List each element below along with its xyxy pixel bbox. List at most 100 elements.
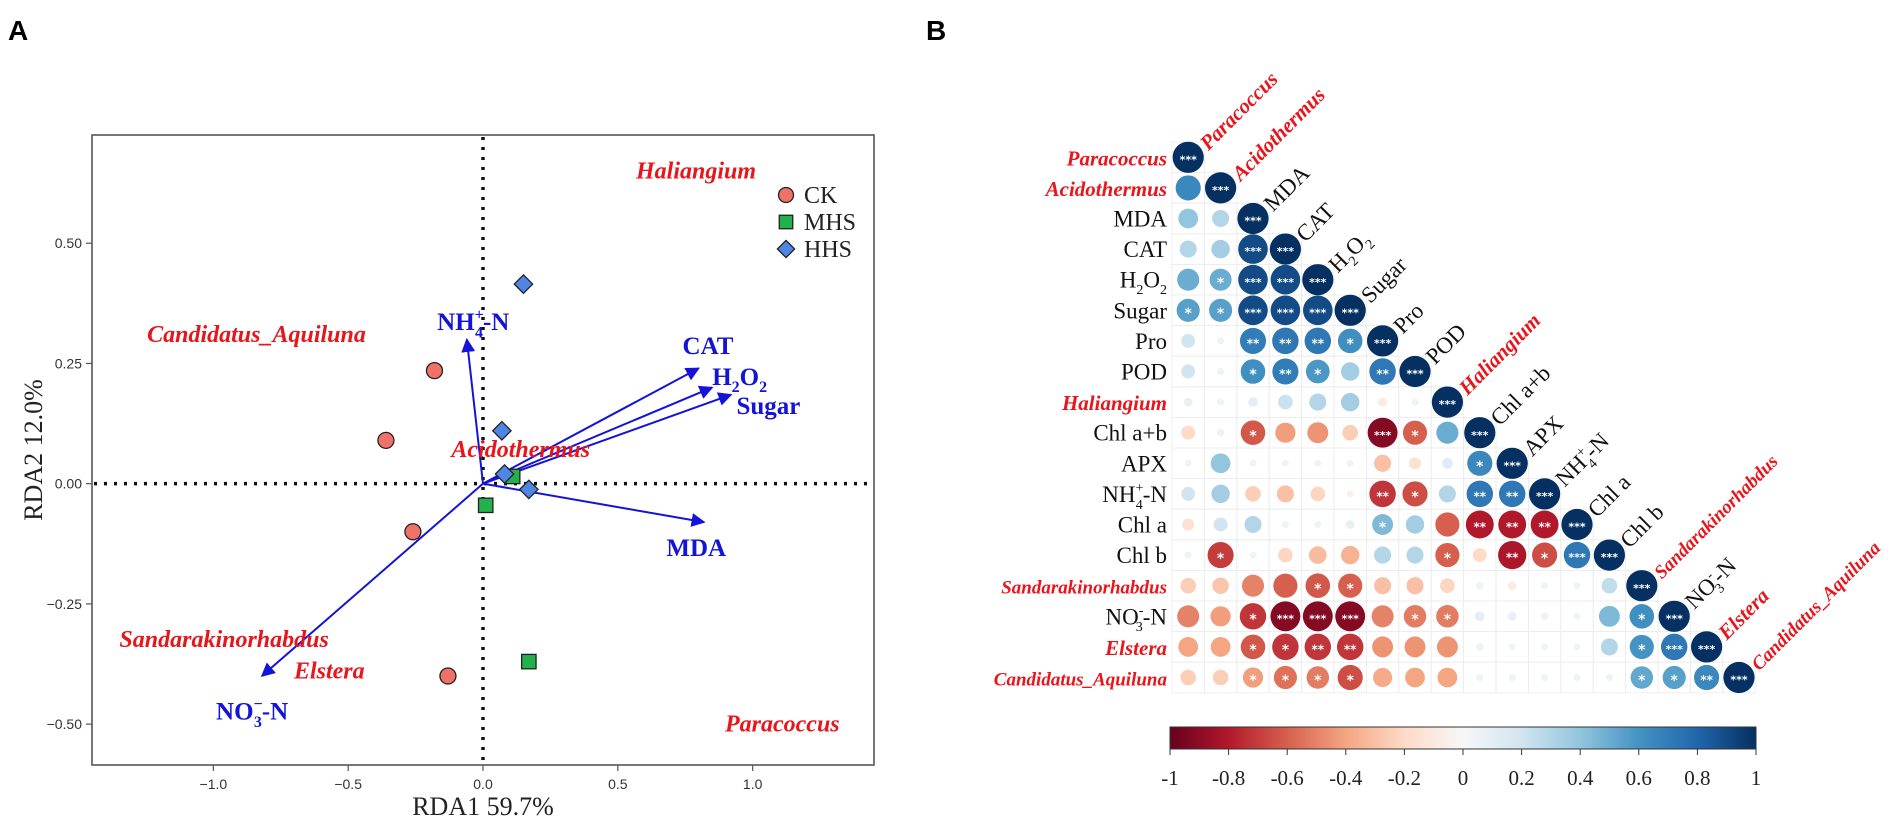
colorbar-tick-label: 0.8 xyxy=(1684,766,1710,790)
significance-stars: *** xyxy=(1374,429,1392,442)
significance-stars: *** xyxy=(1504,459,1522,472)
corr-circle xyxy=(1431,386,1463,418)
corr-circle xyxy=(1337,664,1363,691)
corr-circle xyxy=(1573,674,1581,681)
corr-circle xyxy=(1272,633,1299,661)
corr-circle xyxy=(1178,208,1199,229)
corr-circle xyxy=(1605,674,1613,681)
corr-circle xyxy=(1411,398,1419,406)
corr-circle xyxy=(1178,637,1199,657)
significance-stars: *** xyxy=(1698,643,1716,656)
corr-circle xyxy=(1508,674,1516,681)
corr-circle xyxy=(1212,577,1229,594)
significance-stars: *** xyxy=(1277,306,1295,319)
corr-circle xyxy=(1573,612,1581,620)
corr-circle xyxy=(1507,611,1517,621)
row-label-pro: Pro xyxy=(1135,329,1167,354)
significance-stars: *** xyxy=(1601,551,1619,564)
corr-circle xyxy=(1404,636,1426,658)
row-label-chl-a-b: Chl a+b xyxy=(1093,421,1167,446)
corr-circle xyxy=(1239,603,1267,630)
significance-stars: *** xyxy=(1568,521,1586,534)
corr-circle xyxy=(1249,551,1257,559)
corr-circle xyxy=(1242,667,1264,688)
corr-circle xyxy=(1630,666,1654,689)
colorbar-tick-label: 0 xyxy=(1458,766,1469,790)
significance-stars: * xyxy=(1217,306,1225,322)
colorbar-tick-label: 0.4 xyxy=(1567,766,1594,790)
corr-circle xyxy=(1181,486,1196,501)
vector-arrow-h2o2 xyxy=(482,385,714,485)
significance-stars: *** xyxy=(1471,429,1489,442)
corr-circle xyxy=(1181,425,1196,440)
corr-circle xyxy=(1541,582,1549,590)
significance-stars: *** xyxy=(1633,582,1651,595)
significance-stars: ** xyxy=(1700,673,1713,687)
diag-label-cat: CAT xyxy=(1291,198,1339,246)
significance-stars: *** xyxy=(1212,184,1230,197)
corr-circle xyxy=(1694,664,1720,691)
colorbar xyxy=(1169,726,1757,750)
corr-circle xyxy=(1248,397,1258,408)
corr-circle xyxy=(1182,518,1195,531)
corr-circle xyxy=(1346,490,1354,498)
corr-circle xyxy=(1372,636,1394,658)
vector-label-h2o2: H2O2 xyxy=(712,364,767,396)
corr-circle xyxy=(1563,541,1591,569)
significance-stars: * xyxy=(1314,367,1322,383)
significance-stars: *** xyxy=(1406,368,1424,381)
corr-circle xyxy=(1532,542,1558,568)
corr-circle xyxy=(1273,665,1297,690)
significance-stars: *** xyxy=(1244,245,1262,258)
diag-label-h2o2: H2O2 xyxy=(1324,226,1379,281)
corr-circle xyxy=(1212,209,1230,228)
corr-circle xyxy=(1573,582,1581,590)
significance-stars: *** xyxy=(1342,306,1360,319)
x-tick-label: −1.0 xyxy=(200,776,228,792)
significance-stars: * xyxy=(1444,612,1452,628)
corr-circle xyxy=(1498,540,1527,570)
taxon-label-haliangium: Haliangium xyxy=(635,158,756,184)
corr-circle xyxy=(1278,547,1293,563)
corr-circle xyxy=(1278,394,1293,410)
corr-circle xyxy=(1601,577,1618,594)
significance-stars: * xyxy=(1411,428,1419,444)
panel-b-letter: B xyxy=(926,15,946,46)
point-hhs xyxy=(494,463,515,485)
corr-circle xyxy=(1435,543,1460,568)
legend-label-ck: CK xyxy=(804,183,838,209)
corr-circle xyxy=(1475,643,1484,651)
corr-circle xyxy=(1369,358,1396,385)
vector-label-nh4-n: NH+ 4-N xyxy=(437,306,509,341)
corr-circle xyxy=(1335,601,1366,632)
corr-circle xyxy=(1334,294,1366,326)
point-mhs xyxy=(520,653,537,670)
significance-stars: * xyxy=(1379,520,1387,536)
significance-stars: * xyxy=(1314,673,1322,689)
significance-stars: * xyxy=(1671,673,1679,689)
significance-stars: *** xyxy=(1374,337,1392,350)
corr-circle xyxy=(1269,233,1301,265)
corr-circle xyxy=(1529,478,1561,510)
row-label-candidatus-aquiluna: Candidatus_Aquiluna xyxy=(994,670,1168,691)
vector-label-no3-n: NO− 3-N xyxy=(216,696,288,731)
corr-circle xyxy=(1573,643,1581,651)
significance-stars: ** xyxy=(1247,337,1260,351)
significance-stars: *** xyxy=(1730,674,1748,687)
corr-circle xyxy=(1305,573,1331,598)
corr-circle xyxy=(1436,605,1459,628)
rda-y-axis-title: RDA2 12.0% xyxy=(19,379,48,521)
rda-points xyxy=(377,273,539,685)
significance-stars: *** xyxy=(1536,490,1554,503)
colorbar-tick-label: -0.6 xyxy=(1271,766,1304,790)
corr-circle xyxy=(1438,485,1456,503)
corr-circle xyxy=(1475,581,1484,590)
significance-stars: ** xyxy=(1474,520,1487,534)
corr-circle xyxy=(1408,457,1422,470)
vector-label-sugar: Sugar xyxy=(736,393,800,420)
significance-stars: * xyxy=(1638,673,1646,689)
corr-circle xyxy=(1472,548,1487,563)
